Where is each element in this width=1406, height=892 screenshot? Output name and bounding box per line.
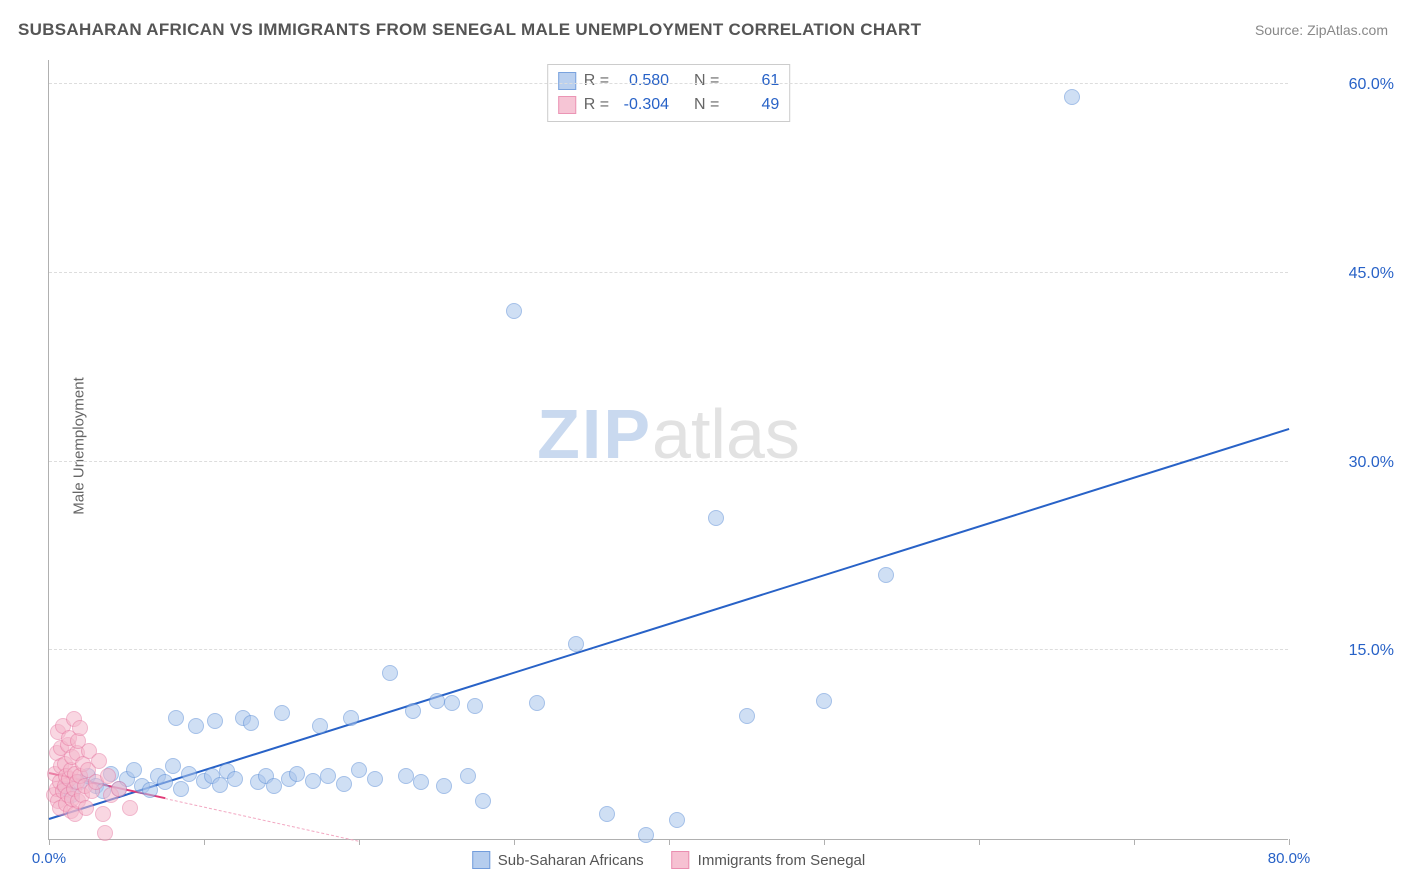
n-value: 61 <box>727 69 779 93</box>
r-value: 0.580 <box>617 69 669 93</box>
data-point <box>168 710 184 726</box>
data-point <box>343 710 359 726</box>
stats-box: R = 0.580 N = 61 R = -0.304 N = 49 <box>547 64 791 122</box>
y-tick-label: 45.0% <box>1349 265 1394 283</box>
data-point <box>429 693 445 709</box>
data-point <box>351 762 367 778</box>
data-point <box>405 703 421 719</box>
x-tick <box>204 839 205 845</box>
r-label: R = <box>584 93 609 117</box>
data-point <box>72 720 88 736</box>
data-point <box>413 774 429 790</box>
data-point <box>320 768 336 784</box>
data-point <box>207 713 223 729</box>
data-point <box>599 806 615 822</box>
legend-swatch <box>558 96 576 114</box>
data-point <box>367 771 383 787</box>
x-tick <box>1289 839 1290 845</box>
legend-item: Sub-Saharan Africans <box>472 851 644 869</box>
data-point <box>336 776 352 792</box>
gridline <box>49 83 1288 84</box>
data-point <box>111 781 127 797</box>
data-point <box>95 806 111 822</box>
stats-row: R = -0.304 N = 49 <box>558 93 780 117</box>
trendline <box>165 798 359 842</box>
legend-swatch <box>672 851 690 869</box>
n-value: 49 <box>727 93 779 117</box>
data-point <box>122 800 138 816</box>
data-point <box>739 708 755 724</box>
gridline <box>49 461 1288 462</box>
x-tick <box>979 839 980 845</box>
chart-title: SUBSAHARAN AFRICAN VS IMMIGRANTS FROM SE… <box>18 20 921 40</box>
data-point <box>274 705 290 721</box>
trendline <box>49 428 1290 820</box>
gridline <box>49 649 1288 650</box>
plot-area: ZIPatlas R =0.580 N =61R =-0.304 N =49 S… <box>48 60 1288 840</box>
data-point <box>436 778 452 794</box>
x-tick <box>359 839 360 845</box>
n-label: N = <box>694 93 719 117</box>
x-tick <box>1134 839 1135 845</box>
legend-swatch <box>472 851 490 869</box>
r-value: -0.304 <box>617 93 669 117</box>
data-point <box>126 762 142 778</box>
gridline <box>49 272 1288 273</box>
data-point <box>1064 89 1080 105</box>
data-point <box>181 766 197 782</box>
bottom-legend: Sub-Saharan Africans Immigrants from Sene… <box>472 851 866 869</box>
source-label: Source: ZipAtlas.com <box>1255 22 1388 38</box>
data-point <box>708 510 724 526</box>
data-point <box>78 800 94 816</box>
x-tick <box>824 839 825 845</box>
data-point <box>165 758 181 774</box>
data-point <box>142 782 158 798</box>
data-point <box>312 718 328 734</box>
stats-row: R = 0.580 N = 61 <box>558 69 780 93</box>
x-tick-label: 0.0% <box>32 850 66 867</box>
data-point <box>460 768 476 784</box>
data-point <box>475 793 491 809</box>
y-tick-label: 60.0% <box>1349 76 1394 94</box>
x-tick-label: 80.0% <box>1268 850 1311 867</box>
data-point <box>878 567 894 583</box>
r-label: R = <box>584 69 609 93</box>
legend-swatch <box>558 72 576 90</box>
x-tick <box>514 839 515 845</box>
data-point <box>382 665 398 681</box>
data-point <box>638 827 654 843</box>
data-point <box>97 825 113 841</box>
data-point <box>669 812 685 828</box>
data-point <box>243 715 259 731</box>
watermark: ZIPatlas <box>537 394 800 474</box>
data-point <box>398 768 414 784</box>
data-point <box>506 303 522 319</box>
data-point <box>227 771 243 787</box>
y-tick-label: 30.0% <box>1349 454 1394 472</box>
legend-label: Immigrants from Senegal <box>698 852 866 869</box>
data-point <box>212 777 228 793</box>
data-point <box>816 693 832 709</box>
data-point <box>157 774 173 790</box>
data-point <box>173 781 189 797</box>
data-point <box>305 773 321 789</box>
legend-label: Sub-Saharan Africans <box>498 852 644 869</box>
x-tick <box>669 839 670 845</box>
data-point <box>444 695 460 711</box>
x-tick <box>49 839 50 845</box>
data-point <box>266 778 282 794</box>
data-point <box>289 766 305 782</box>
data-point <box>467 698 483 714</box>
legend-item: Immigrants from Senegal <box>672 851 866 869</box>
data-point <box>568 636 584 652</box>
data-point <box>91 753 107 769</box>
data-point <box>188 718 204 734</box>
data-point <box>529 695 545 711</box>
n-label: N = <box>694 69 719 93</box>
y-tick-label: 15.0% <box>1349 642 1394 660</box>
